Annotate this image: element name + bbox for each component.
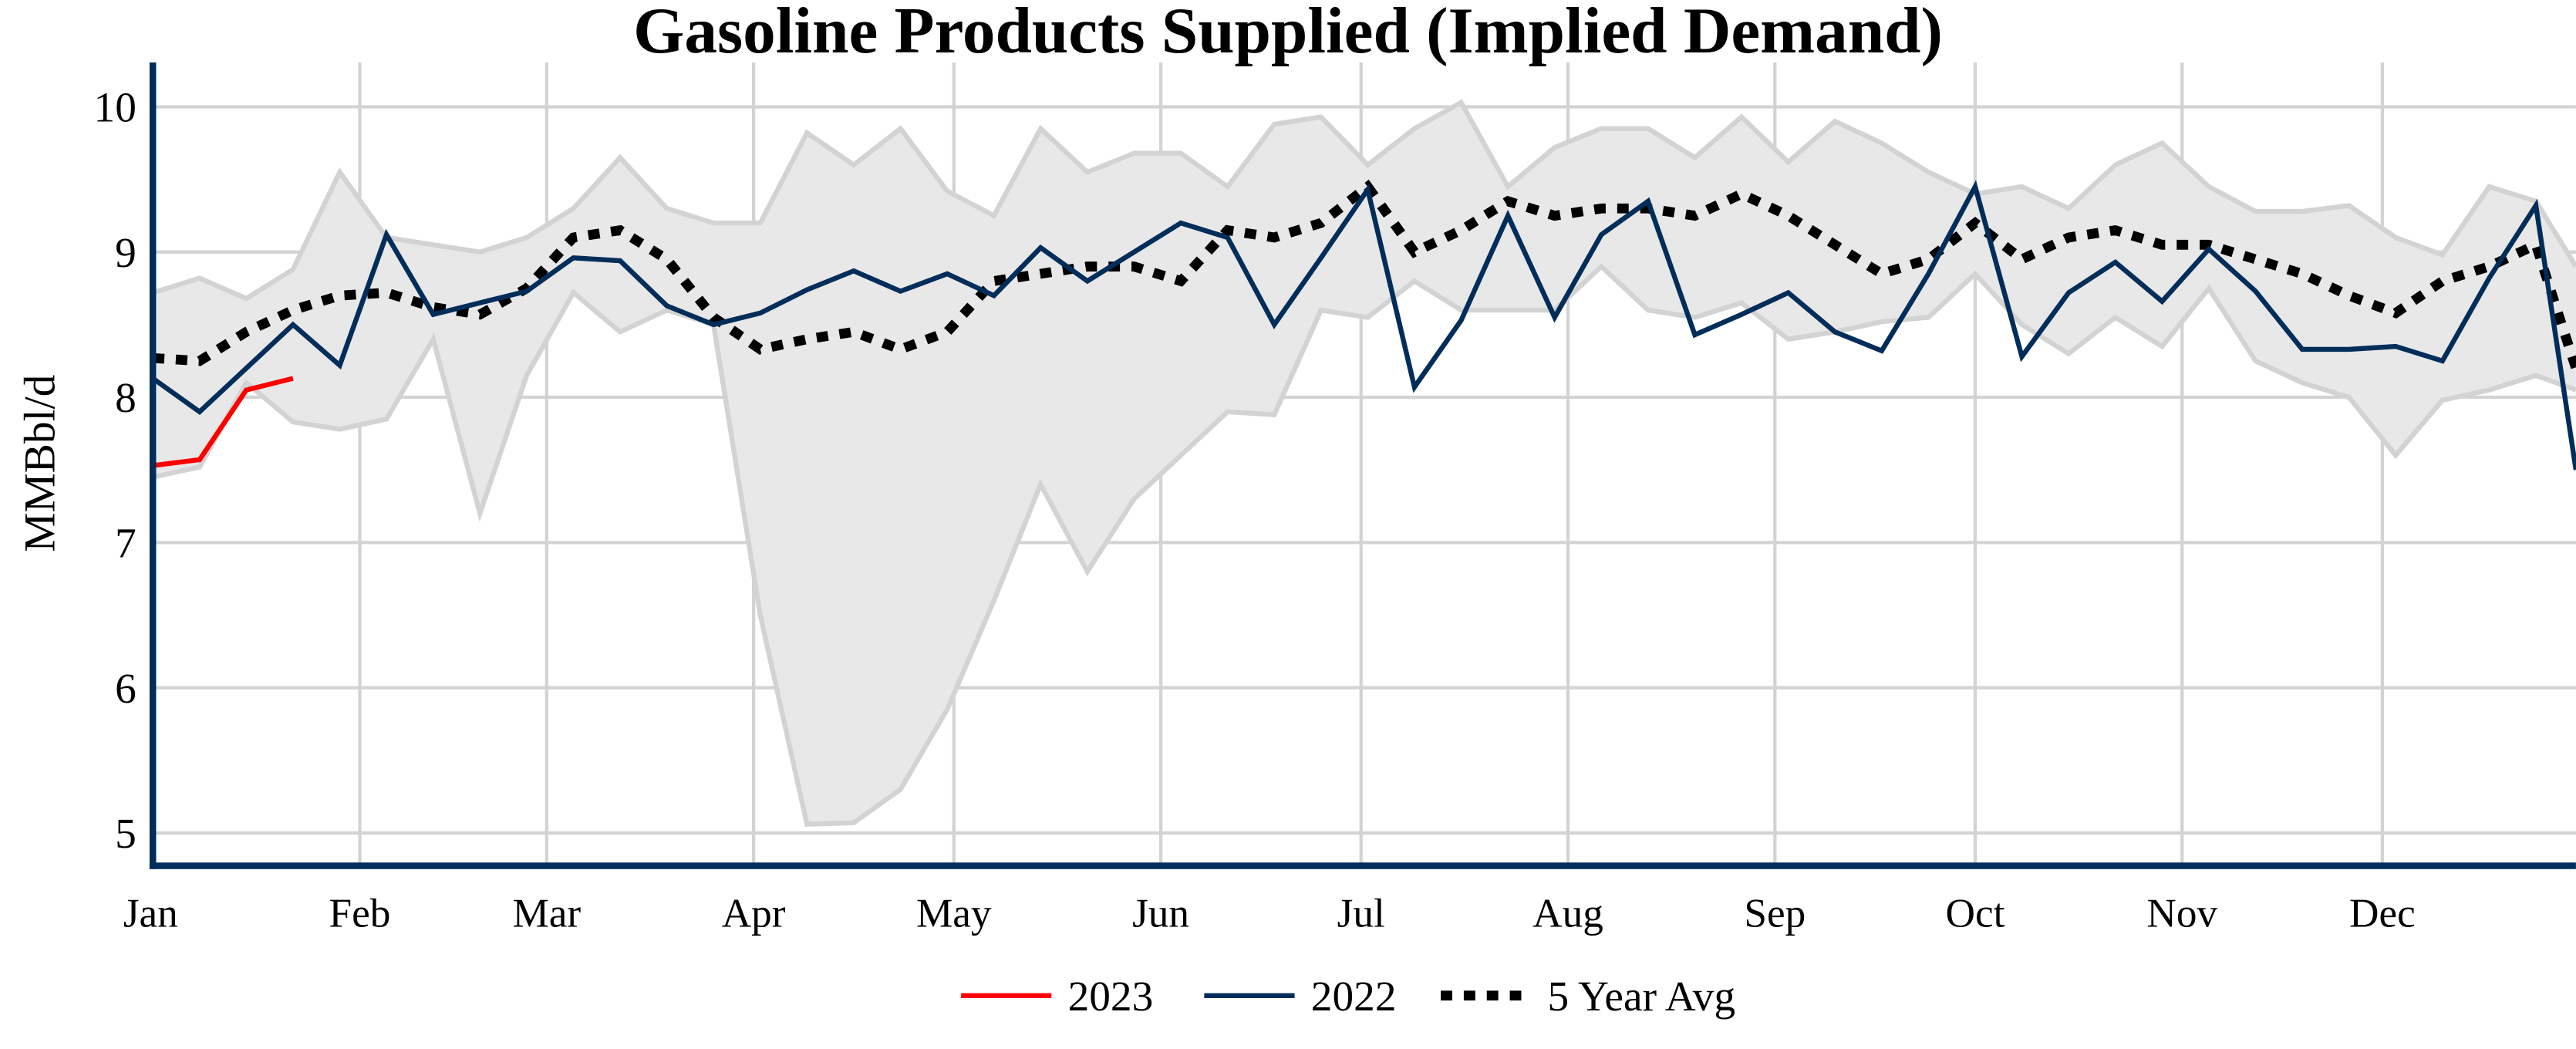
x-tick-label: Jul bbox=[1337, 890, 1385, 936]
x-tick-label: Jan bbox=[123, 890, 178, 936]
y-tick-label: 6 bbox=[115, 665, 137, 712]
range-band-upper bbox=[152, 99, 2576, 302]
x-tick-label: Mar bbox=[512, 890, 581, 936]
legend: 2023 2022 5 Year Avg bbox=[961, 973, 1735, 1020]
range-band-fill bbox=[153, 102, 2576, 825]
x-tick-label: Oct bbox=[1946, 890, 2005, 936]
legend-label: 5 Year Avg bbox=[1548, 973, 1736, 1020]
tick-labels: 5 6 7 8 9 10 Jan Feb Mar Apr May Jun Jul Aug Sep Oct Nov… bbox=[94, 84, 2416, 936]
x-tick-label: Dec bbox=[2349, 890, 2416, 936]
series-line-2023 bbox=[152, 376, 294, 468]
x-tick-label: Apr bbox=[722, 890, 786, 936]
x-tick-label: Feb bbox=[329, 890, 391, 936]
legend-label: 2023 bbox=[1068, 973, 1154, 1020]
legend-label: 2022 bbox=[1311, 973, 1397, 1020]
y-axis-label: MMBbl/d bbox=[15, 374, 64, 551]
series-lines bbox=[151, 179, 2576, 471]
chart-title: Gasoline Products Supplied (Implied Dema… bbox=[633, 0, 1943, 67]
series-line-2022 bbox=[151, 180, 2576, 471]
range-band-lower bbox=[152, 263, 2576, 827]
y-tick-label: 7 bbox=[115, 519, 137, 566]
x-tick-label: Jun bbox=[1132, 890, 1189, 936]
range-band bbox=[152, 99, 2576, 827]
x-tick-label: Nov bbox=[2146, 890, 2217, 936]
axes bbox=[149, 62, 2576, 869]
y-tick-label: 10 bbox=[94, 84, 137, 131]
y-tick-label: 8 bbox=[115, 374, 137, 421]
x-tick-label: Sep bbox=[1744, 890, 1806, 936]
y-tick-label: 5 bbox=[115, 810, 137, 857]
y-tick-label: 9 bbox=[115, 229, 137, 276]
x-tick-label: Aug bbox=[1532, 890, 1603, 936]
x-tick-label: May bbox=[916, 890, 992, 936]
